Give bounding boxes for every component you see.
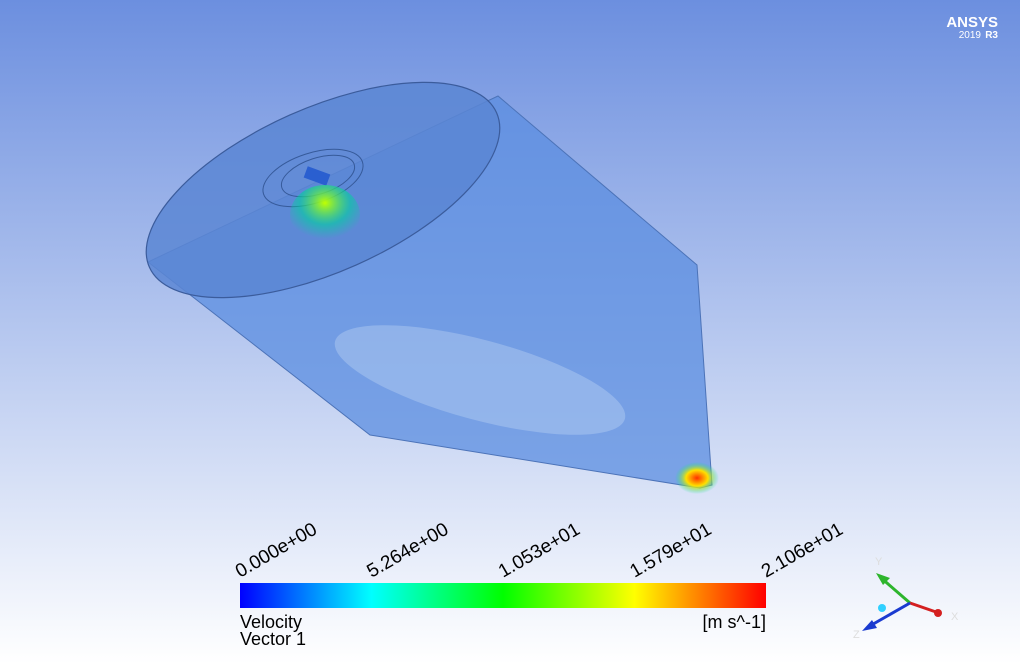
axis-triad: Y X Z — [853, 556, 959, 641]
logo: ANSYS 2019 R3 — [946, 14, 998, 41]
color-bar — [240, 583, 766, 608]
legend-unit: [m s^-1] — [703, 612, 766, 632]
logo-year: 2019 — [959, 30, 982, 41]
triad-y: Y — [875, 556, 883, 568]
logo-brand: ANSYS — [946, 14, 998, 31]
legend-subtitle: Vector 1 — [240, 629, 306, 649]
legend-title: Velocity — [240, 612, 302, 632]
triad-x: X — [951, 611, 959, 623]
triad-z: Z — [853, 629, 860, 641]
logo-release: R3 — [985, 30, 998, 41]
geometry — [145, 81, 719, 494]
